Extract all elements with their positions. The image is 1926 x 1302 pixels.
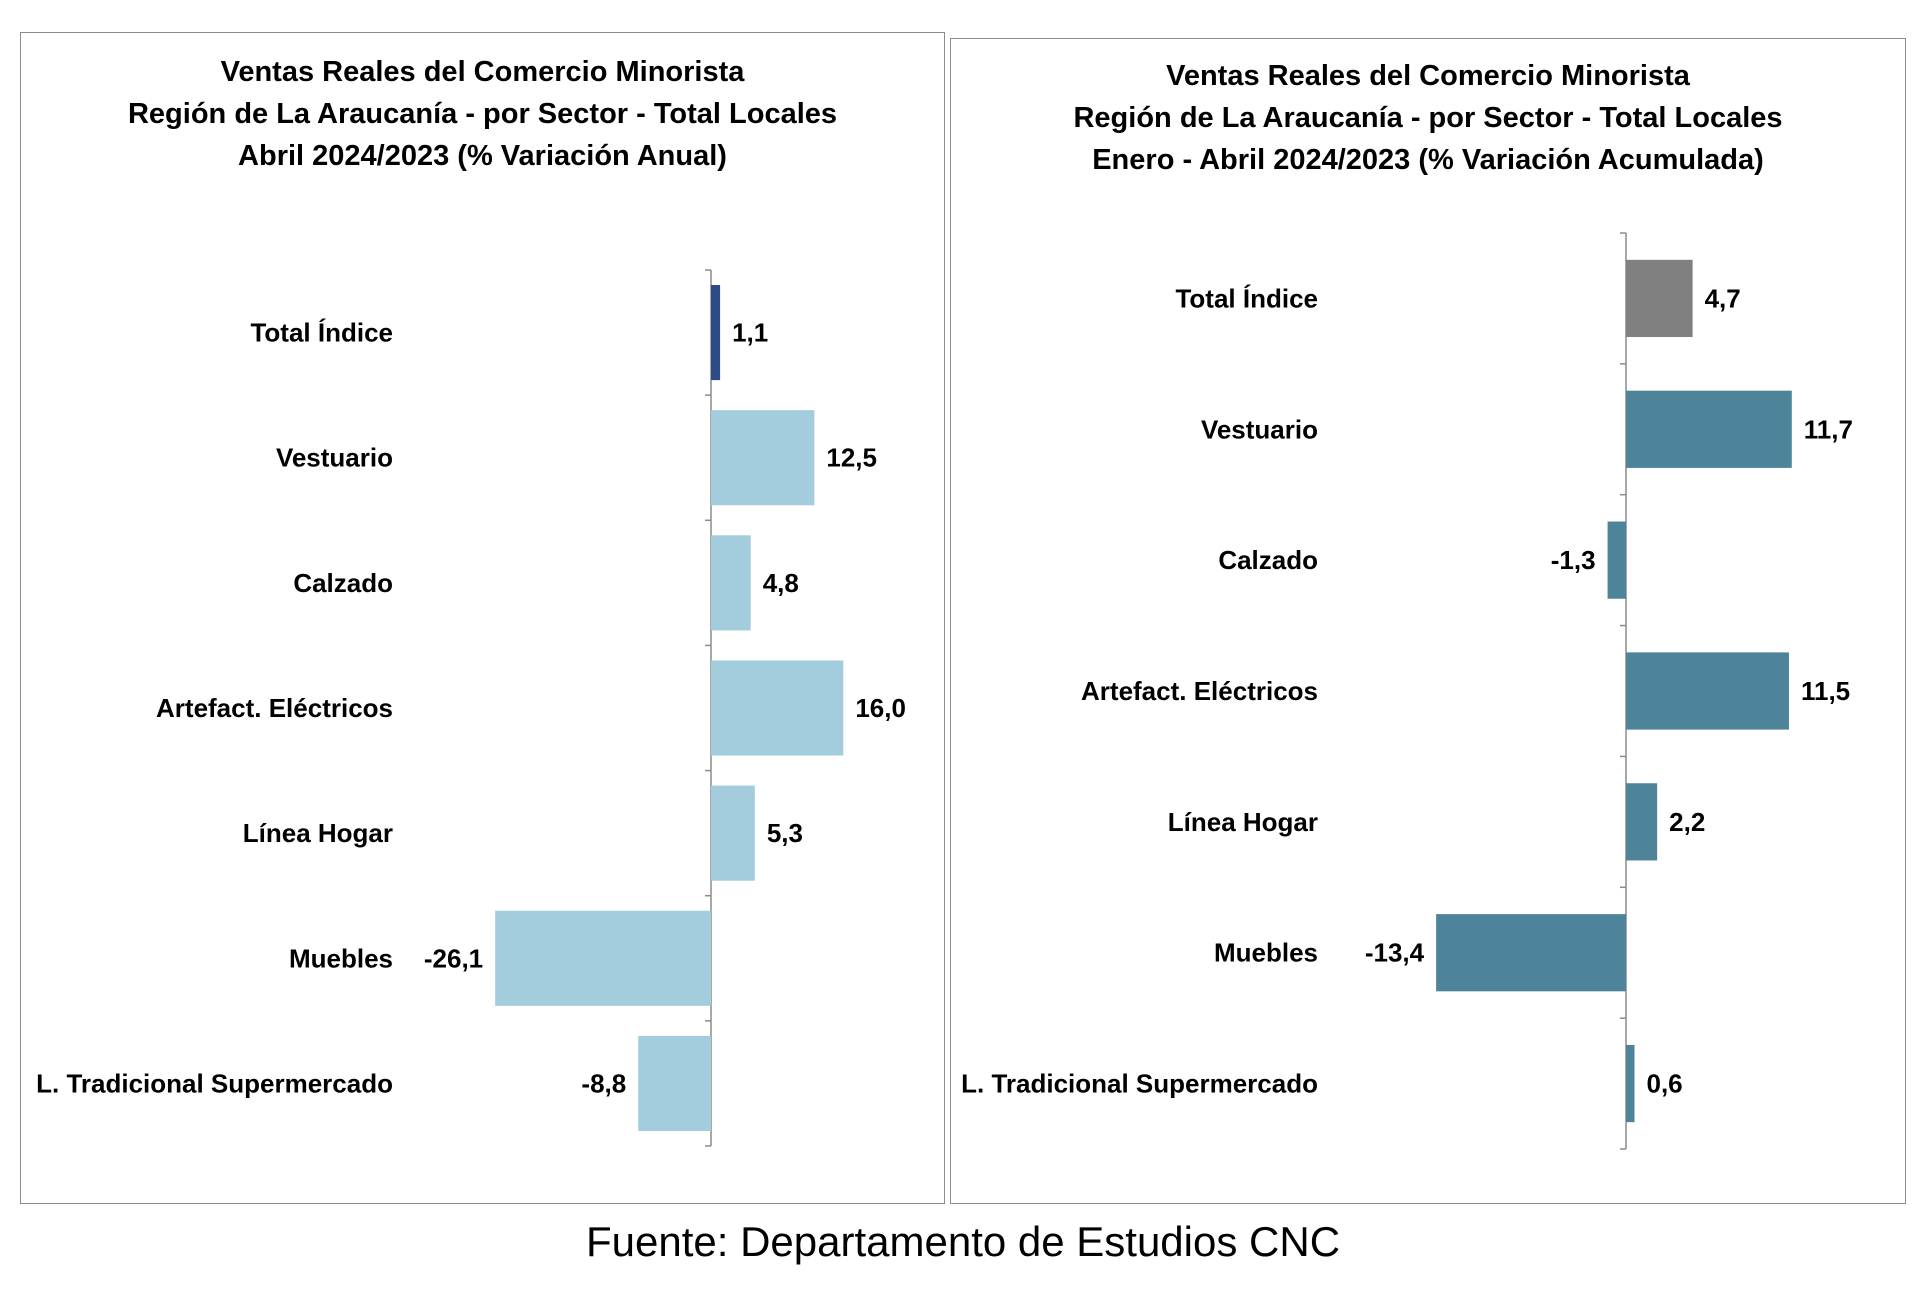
bar xyxy=(1626,783,1658,861)
bar xyxy=(1626,390,1792,468)
chart-title-cumulative: Ventas Reales del Comercio Minorista Reg… xyxy=(951,55,1905,181)
data-label: 4,8 xyxy=(763,568,799,598)
data-label: 16,0 xyxy=(855,693,906,723)
category-label: L. Tradicional Supermercado xyxy=(961,1069,1318,1099)
category-label: Total Índice xyxy=(250,318,393,348)
chart-title-line: Abril 2024/2023 (% Variación Anual) xyxy=(238,140,727,172)
data-label: 4,7 xyxy=(1705,283,1741,313)
chart-title-line: Región de La Araucanía - por Sector - To… xyxy=(1073,102,1783,134)
category-label: Vestuario xyxy=(1201,414,1318,444)
category-label: Línea Hogar xyxy=(1168,807,1318,837)
data-label: -26,1 xyxy=(424,943,483,973)
data-label: 11,7 xyxy=(1804,414,1853,444)
category-label: Muebles xyxy=(289,943,393,973)
bar xyxy=(711,410,815,506)
data-label: 0,6 xyxy=(1647,1069,1683,1099)
data-label: 5,3 xyxy=(767,818,803,848)
bar xyxy=(1626,259,1693,338)
category-label: Artefact. Eléctricos xyxy=(1081,676,1318,706)
bar xyxy=(711,785,755,881)
data-label: 1,1 xyxy=(732,318,768,348)
chart-panel-monthly: Ventas Reales del Comercio Minorista Reg… xyxy=(20,32,945,1204)
category-label: L. Tradicional Supermercado xyxy=(36,1068,393,1098)
bar xyxy=(1626,652,1789,730)
category-label: Calzado xyxy=(1218,545,1318,575)
bar-chart-cumulative: 4,7 Total Índice 11,7 Vestuario -1,3 Calzado 1… xyxy=(961,232,1853,1150)
data-label: 11,5 xyxy=(1801,676,1850,706)
bar xyxy=(1607,521,1626,599)
chart-title-line: Región de La Araucanía - por Sector - To… xyxy=(127,98,838,130)
chart-title-monthly: Ventas Reales del Comercio Minorista Reg… xyxy=(21,51,944,177)
category-label: Línea Hogar xyxy=(243,818,393,848)
category-label: Muebles xyxy=(1214,938,1318,968)
data-label: -13,4 xyxy=(1365,938,1425,968)
data-label: -8,8 xyxy=(581,1068,626,1098)
bar xyxy=(1436,914,1626,992)
chart-title-line: Ventas Reales del Comercio Minorista xyxy=(220,56,745,88)
category-label: Calzado xyxy=(293,568,393,598)
chart-title-line: Enero - Abril 2024/2023 (% Variación Acu… xyxy=(1092,144,1764,176)
data-label: 12,5 xyxy=(826,443,877,473)
category-label: Artefact. Eléctricos xyxy=(156,693,393,723)
source-caption: Fuente: Departamento de Estudios CNC xyxy=(585,1218,1341,1265)
bar-chart-monthly: 1,1 Total Índice 12,5 Vestuario 4,8 Calzado 16… xyxy=(36,269,906,1147)
bar xyxy=(711,285,721,381)
bar xyxy=(495,910,711,1006)
bar xyxy=(1626,1044,1635,1123)
chart-title-line: Ventas Reales del Comercio Minorista xyxy=(1166,60,1690,92)
bar xyxy=(711,660,844,756)
bar xyxy=(638,1035,711,1131)
data-label: 2,2 xyxy=(1669,807,1705,837)
chart-panel-cumulative: Ventas Reales del Comercio Minorista Reg… xyxy=(950,38,1906,1204)
category-label: Total Índice xyxy=(1175,283,1318,313)
bar xyxy=(711,535,751,631)
data-label: -1,3 xyxy=(1551,545,1596,575)
category-label: Vestuario xyxy=(276,443,393,473)
